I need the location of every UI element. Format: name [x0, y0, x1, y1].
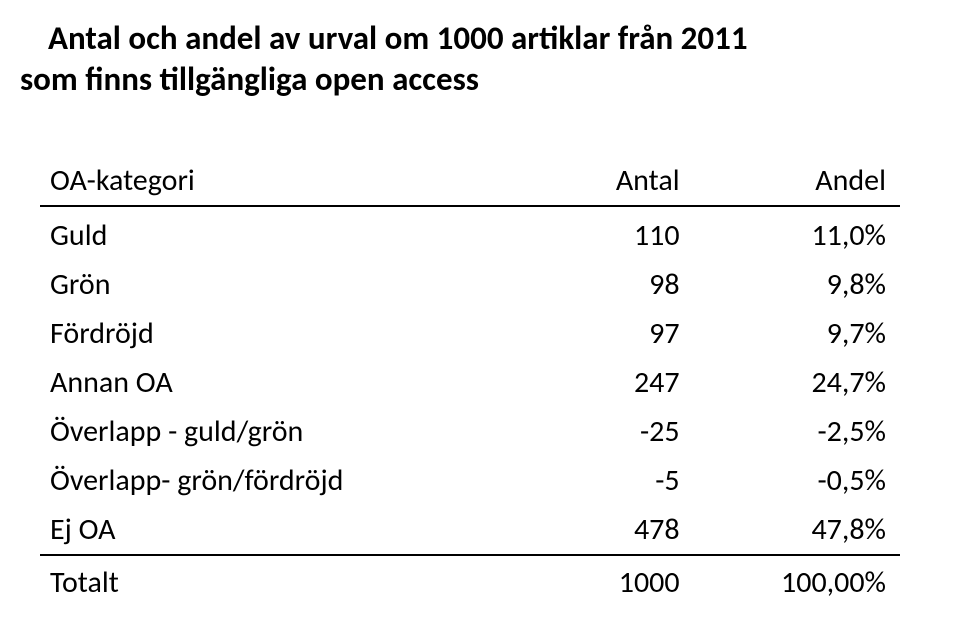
table-footer-row: Totalt 1000 100,00%: [40, 555, 900, 607]
title-line-2: som finns tillgängliga open access: [20, 59, 920, 100]
cell-category: Guld: [40, 206, 522, 260]
cell-category: Grön: [40, 260, 522, 309]
cell-count: 247: [522, 358, 694, 407]
title-line-1: Antal och andel av urval om 1000 artikla…: [20, 18, 920, 59]
cell-count: 478: [522, 505, 694, 555]
page-title: Antal och andel av urval om 1000 artikla…: [20, 18, 920, 101]
cell-share: 24,7%: [694, 358, 900, 407]
cell-share: -2,5%: [694, 407, 900, 456]
cell-count: 97: [522, 309, 694, 358]
cell-share: 9,7%: [694, 309, 900, 358]
cell-count: -25: [522, 407, 694, 456]
table-row: Överlapp - guld/grön -25 -2,5%: [40, 407, 900, 456]
cell-category: Annan OA: [40, 358, 522, 407]
table-row: Annan OA 247 24,7%: [40, 358, 900, 407]
cell-count: -5: [522, 456, 694, 505]
table-row: Överlapp- grön/fördröjd -5 -0,5%: [40, 456, 900, 505]
header-category: OA-kategori: [40, 156, 522, 206]
header-share: Andel: [694, 156, 900, 206]
footer-count: 1000: [522, 555, 694, 607]
cell-share: 47,8%: [694, 505, 900, 555]
header-count: Antal: [522, 156, 694, 206]
cell-share: 9,8%: [694, 260, 900, 309]
oa-table: OA-kategori Antal Andel Guld 110 11,0% G…: [40, 156, 900, 607]
table-row: Guld 110 11,0%: [40, 206, 900, 260]
cell-count: 110: [522, 206, 694, 260]
cell-category: Överlapp - guld/grön: [40, 407, 522, 456]
table-row: Grön 98 9,8%: [40, 260, 900, 309]
cell-category: Överlapp- grön/fördröjd: [40, 456, 522, 505]
footer-share: 100,00%: [694, 555, 900, 607]
cell-category: Fördröjd: [40, 309, 522, 358]
page: Antal och andel av urval om 1000 artikla…: [0, 0, 960, 607]
footer-category: Totalt: [40, 555, 522, 607]
table-row: Fördröjd 97 9,7%: [40, 309, 900, 358]
cell-count: 98: [522, 260, 694, 309]
table-row: Ej OA 478 47,8%: [40, 505, 900, 555]
cell-share: -0,5%: [694, 456, 900, 505]
cell-category: Ej OA: [40, 505, 522, 555]
cell-share: 11,0%: [694, 206, 900, 260]
table-header-row: OA-kategori Antal Andel: [40, 156, 900, 206]
